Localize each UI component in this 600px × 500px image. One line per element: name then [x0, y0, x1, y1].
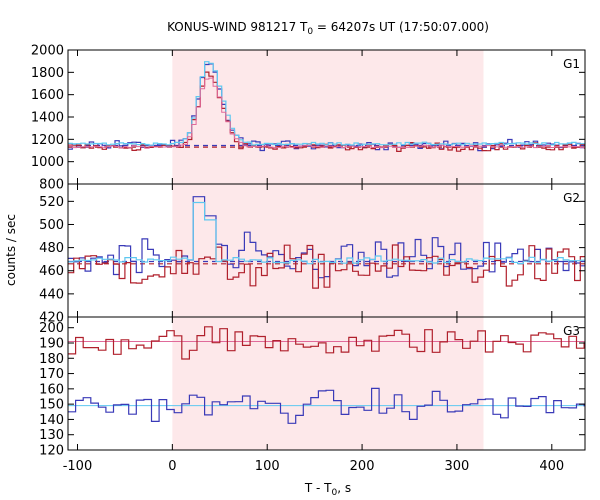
x-tick-label: -100 — [63, 459, 93, 474]
x-tick-label: 0 — [168, 459, 176, 474]
panel-data — [68, 326, 585, 424]
series-cyan — [68, 61, 585, 146]
y-tick-label: 1000 — [31, 155, 64, 170]
y-tick-label: 420 — [39, 311, 64, 326]
y-tick-label: 190 — [39, 336, 64, 351]
y-tick-label: 180 — [39, 352, 64, 367]
panel-frame — [67, 316, 586, 451]
y-axis-label: counts / sec — [4, 214, 18, 286]
panel-g1: 800 1000 1200 1400 1600 1800 2000 G1 — [31, 44, 586, 193]
panel-data — [68, 61, 585, 152]
y-tick-label: 160 — [39, 382, 64, 397]
y-tick-label: 800 — [39, 178, 64, 193]
y-tick-label: 460 — [39, 264, 64, 279]
y-tick-label: 140 — [39, 413, 64, 428]
panel-g2: 420 440 460 480 500 520 G2 — [39, 183, 586, 326]
y-tick-label: 150 — [39, 398, 64, 413]
y-tick-label: 2000 — [31, 44, 64, 59]
y-tick-label: 1400 — [31, 111, 64, 126]
y-tick-label: 1200 — [31, 133, 64, 148]
panel-label: G1 — [563, 57, 580, 71]
y-tick-label: 520 — [39, 195, 64, 210]
panel-label: G2 — [563, 191, 580, 205]
series-red — [68, 244, 585, 289]
series-cyan — [68, 201, 585, 265]
series-red — [68, 326, 585, 360]
chart-title: KONUS-WIND 981217 T0 = 64207s UT (17:50:… — [167, 20, 489, 37]
y-tick-label: 200 — [39, 321, 64, 336]
y-tick-label: 500 — [39, 218, 64, 233]
y-tick-label: 440 — [39, 287, 64, 302]
y-tick-label: 1600 — [31, 88, 64, 103]
x-axis-label: T - T0, s — [304, 481, 351, 498]
y-tick-label: 170 — [39, 367, 64, 382]
panel-data — [68, 196, 585, 289]
x-tick-label: 200 — [350, 459, 375, 474]
series-blue — [68, 387, 585, 424]
y-tick-label: 1800 — [31, 66, 64, 81]
y-tick-label: 130 — [39, 428, 64, 443]
x-tick-label: 400 — [539, 459, 564, 474]
panel-label: G3 — [563, 324, 580, 338]
x-tick-label: 300 — [445, 459, 470, 474]
series-pink — [68, 77, 585, 149]
shaded-interval — [172, 50, 484, 450]
y-tick-label: 480 — [39, 241, 64, 256]
y-tick-label: 120 — [39, 444, 64, 459]
plot-area: 800100012001400160018002000G142044046048… — [31, 44, 586, 474]
x-tick-label: 100 — [255, 459, 280, 474]
